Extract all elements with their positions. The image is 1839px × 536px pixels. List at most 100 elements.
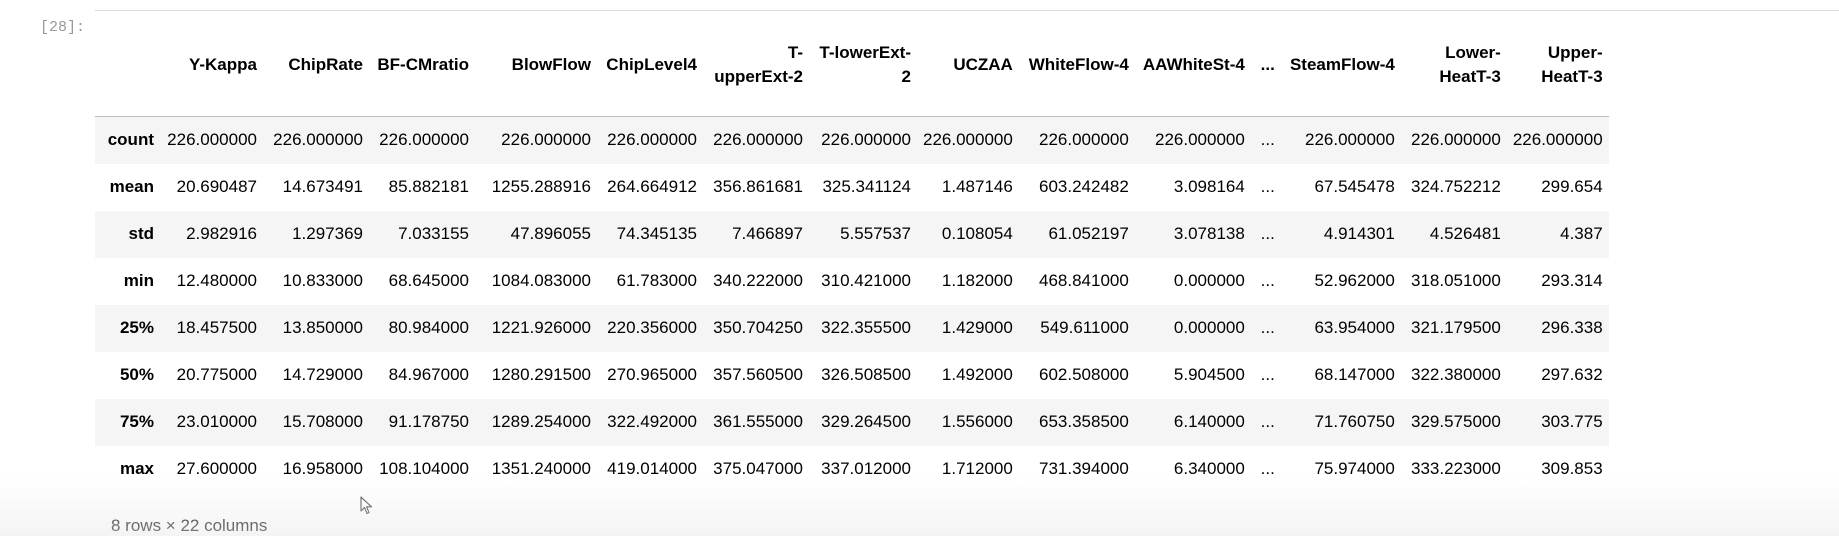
table-row: mean 20.690487 14.673491 85.882181 1255.2889… xyxy=(95,163,1609,211)
cell-ellipsis: ... xyxy=(1260,318,1275,337)
table-cell: 80.984000 xyxy=(388,318,469,337)
table-cell: 1.182000 xyxy=(941,271,1013,290)
table-cell: 1221.926000 xyxy=(491,318,591,337)
column-header: ChipLevel4 xyxy=(597,14,703,117)
table-cell: 20.775000 xyxy=(176,365,257,384)
table-cell: 226.000000 xyxy=(1305,130,1395,150)
table-cell: 52.962000 xyxy=(1314,271,1395,290)
table-cell: 226.000000 xyxy=(379,130,469,150)
cell-ellipsis: ... xyxy=(1260,130,1275,150)
table-cell: 1.712000 xyxy=(941,459,1013,478)
table-cell: 1289.254000 xyxy=(491,412,591,431)
table-cell: 326.508500 xyxy=(821,365,911,384)
table-cell: 303.775 xyxy=(1541,412,1603,431)
row-label: mean xyxy=(109,177,154,196)
table-cell: 63.954000 xyxy=(1314,318,1395,337)
column-header: BlowFlow xyxy=(475,14,597,117)
table-cell: 61.783000 xyxy=(616,271,697,290)
table-cell: 1255.288916 xyxy=(491,177,591,196)
dataframe-output[interactable]: Y-Kappa ChipRate BF-CMratio BlowFlow ChipLev… xyxy=(95,14,1825,516)
table-cell: 226.000000 xyxy=(1512,130,1603,150)
table-cell: 4.387 xyxy=(1560,224,1603,243)
table-cell: 108.104000 xyxy=(379,459,469,478)
table-cell: 357.560500 xyxy=(713,365,803,384)
table-row: max 27.600000 16.958000 108.104000 1351.2400… xyxy=(95,445,1609,493)
table-cell: 322.355500 xyxy=(821,318,911,337)
column-header: ChipRate xyxy=(263,14,369,117)
table-cell: 5.904500 xyxy=(1173,365,1245,384)
table-cell: 75.974000 xyxy=(1314,459,1395,478)
table-cell: 1.556000 xyxy=(941,412,1013,431)
table-shape-note: 8 rows × 22 columns xyxy=(111,516,268,535)
table-cell: 549.611000 xyxy=(1040,318,1129,337)
table-cell: 84.967000 xyxy=(388,365,469,384)
row-label: max xyxy=(119,459,154,478)
table-cell: 297.632 xyxy=(1541,365,1603,384)
row-label: std xyxy=(128,224,155,243)
table-cell: 20.690487 xyxy=(176,177,257,196)
table-cell: 4.526481 xyxy=(1429,224,1501,243)
table-row: 75% 23.010000 15.708000 91.178750 1289.25400… xyxy=(95,398,1609,446)
table-cell: 356.861681 xyxy=(713,177,803,196)
table-cell: 340.222000 xyxy=(713,271,803,290)
table-cell: 226.000000 xyxy=(1039,130,1129,150)
column-header: Lower-HeatT-3 xyxy=(1400,14,1507,117)
table-cell: 226.000000 xyxy=(273,130,363,150)
table-cell: 7.033155 xyxy=(398,224,469,243)
table-body: count 226.000000 226.000000 226.000000 226.0… xyxy=(95,116,1609,493)
table-cell: 226.000000 xyxy=(167,130,257,150)
table-cell: 12.480000 xyxy=(176,271,257,290)
table-row: 25% 18.457500 13.850000 80.984000 1221.92600… xyxy=(95,304,1609,352)
table-row: 50% 20.775000 14.729000 84.967000 1280.29150… xyxy=(95,351,1609,399)
table-cell: 1.297369 xyxy=(292,224,363,243)
table-cell: 350.704250 xyxy=(713,318,803,337)
table-cell: 14.729000 xyxy=(282,365,363,384)
cell-ellipsis: ... xyxy=(1260,177,1275,196)
table-cell: 6.340000 xyxy=(1173,459,1245,478)
cell-ellipsis: ... xyxy=(1260,224,1275,243)
table-cell: 3.098164 xyxy=(1173,177,1245,196)
table-cell: 0.108054 xyxy=(941,224,1013,243)
row-label: count xyxy=(107,130,154,150)
table-cell: 310.421000 xyxy=(821,271,911,290)
table-cell: 309.853 xyxy=(1541,459,1603,478)
table-cell: 14.673491 xyxy=(282,177,363,196)
table-row: std 2.982916 1.297369 7.033155 47.896055 74.3… xyxy=(95,210,1609,258)
table-cell: 321.179500 xyxy=(1411,318,1501,337)
table-cell: 361.555000 xyxy=(713,412,803,431)
table-cell: 10.833000 xyxy=(282,271,363,290)
table-cell: 61.052197 xyxy=(1048,224,1129,243)
table-cell: 603.242482 xyxy=(1039,177,1129,196)
column-header: Y-Kappa xyxy=(160,14,263,117)
table-cell: 226.000000 xyxy=(923,130,1013,150)
table-cell: 5.557537 xyxy=(840,224,911,243)
index-header xyxy=(95,14,160,117)
table-cell: 23.010000 xyxy=(176,412,257,431)
row-label: 50% xyxy=(119,365,154,384)
table-cell: 264.664912 xyxy=(607,177,697,196)
row-label: 25% xyxy=(119,318,154,337)
table-cell: 0.000000 xyxy=(1173,271,1245,290)
table-cell: 15.708000 xyxy=(282,412,363,431)
table-cell: 333.223000 xyxy=(1411,459,1501,478)
table-cell: 7.466897 xyxy=(732,224,803,243)
table-cell: 91.178750 xyxy=(388,412,469,431)
column-ellipsis: ... xyxy=(1250,14,1281,117)
table-cell: 226.000000 xyxy=(1411,130,1501,150)
table-cell: 337.012000 xyxy=(821,459,911,478)
table-cell: 468.841000 xyxy=(1039,271,1129,290)
table-cell: 329.575000 xyxy=(1411,412,1501,431)
table-cell: 13.850000 xyxy=(282,318,363,337)
column-header: T-upperExt-2 xyxy=(703,14,809,117)
table-cell: 1.487146 xyxy=(941,177,1013,196)
table-cell: 329.264500 xyxy=(821,412,911,431)
table-cell: 419.014000 xyxy=(607,459,697,478)
cell-ellipsis: ... xyxy=(1260,412,1275,431)
describe-table: Y-Kappa ChipRate BF-CMratio BlowFlow ChipLev… xyxy=(95,14,1609,493)
table-cell: 226.000000 xyxy=(607,130,697,150)
table-cell: 3.078138 xyxy=(1173,224,1245,243)
table-cell: 293.314 xyxy=(1541,271,1603,290)
table-cell: 220.356000 xyxy=(607,318,697,337)
column-header: UCZAA xyxy=(917,14,1019,117)
column-header: SteamFlow-4 xyxy=(1280,14,1401,117)
